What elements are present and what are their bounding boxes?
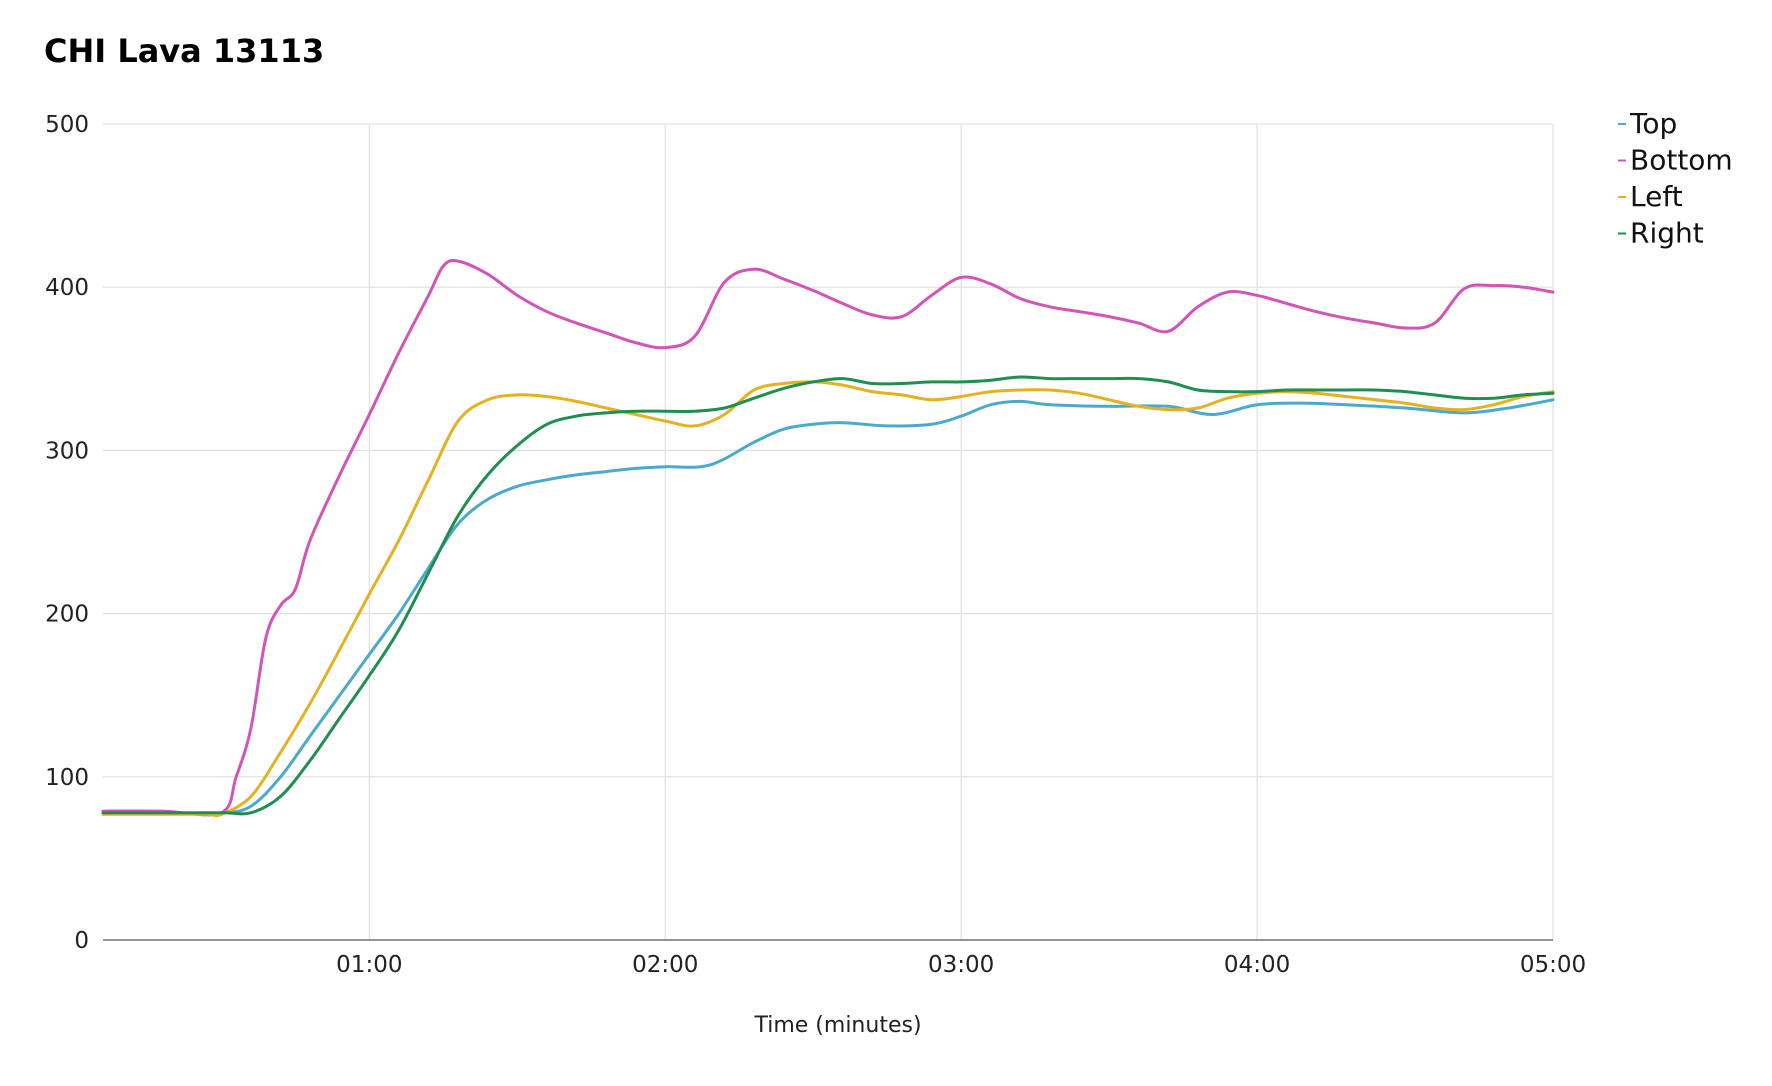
series-line-bottom (101, 258, 1555, 817)
series-lines (101, 258, 1555, 818)
x-tick-label: 05:00 (1520, 952, 1586, 978)
chart-title: CHI Lava 13113 (44, 32, 325, 70)
series-line-left (101, 380, 1555, 818)
x-tick-label: 03:00 (928, 952, 994, 978)
y-tick-label: 400 (45, 275, 89, 301)
legend-label-top: Top (1629, 107, 1677, 140)
legend-label-bottom: Bottom (1630, 144, 1733, 177)
axes: 0 100 200 300 400 500 01:00 02:00 03:00 04:00 05:0… (45, 112, 1586, 978)
x-tick-label: 04:00 (1224, 952, 1290, 978)
y-tick-label: 100 (45, 765, 89, 791)
x-tick-label: 01:00 (336, 952, 402, 978)
y-tick-label: 300 (45, 438, 89, 464)
series-line-top (101, 398, 1555, 815)
x-axis-title: Time (minutes) (753, 1013, 921, 1038)
y-tick-label: 200 (45, 602, 89, 628)
y-tick-label: 0 (74, 928, 89, 954)
y-tick-label: 500 (45, 112, 89, 138)
series-line-right (101, 375, 1555, 816)
gridlines (103, 123, 1554, 940)
x-tick-label: 02:00 (632, 952, 698, 978)
legend-label-right: Right (1630, 217, 1704, 250)
legend-label-left: Left (1630, 180, 1683, 213)
